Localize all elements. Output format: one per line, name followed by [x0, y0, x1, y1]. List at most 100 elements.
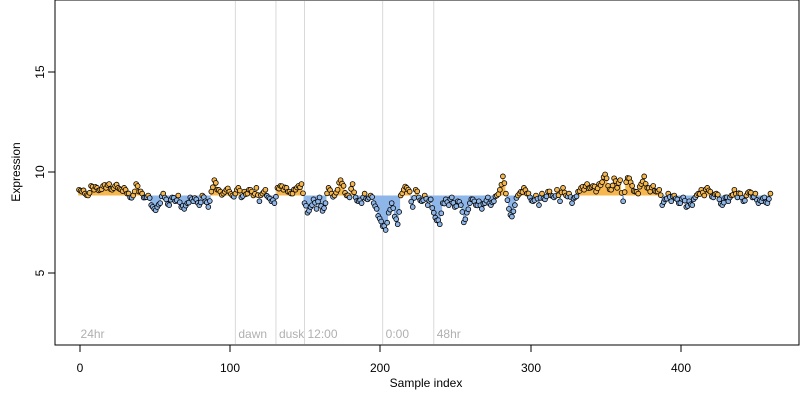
data-point	[554, 186, 560, 193]
data-point	[609, 182, 616, 189]
data-point	[557, 198, 563, 205]
data-point	[382, 227, 389, 233]
data-point	[388, 200, 395, 206]
data-point	[146, 195, 153, 201]
data-point	[657, 192, 664, 198]
data-point	[448, 194, 455, 201]
data-point	[635, 190, 641, 197]
data-point	[166, 202, 173, 208]
data-point	[322, 200, 329, 206]
data-point	[303, 202, 309, 209]
data-point	[394, 221, 401, 228]
data-point	[459, 209, 466, 215]
data-point	[650, 183, 657, 189]
data-point	[378, 218, 384, 225]
data-point	[321, 205, 327, 211]
data-point	[436, 221, 443, 228]
data-point	[465, 206, 472, 213]
data-point	[501, 180, 508, 186]
x-tick-label: 100	[220, 361, 240, 375]
phase-marker-label: 24hr	[81, 327, 105, 341]
data-point	[237, 187, 243, 194]
data-point	[668, 198, 675, 205]
data-point	[393, 216, 399, 222]
data-point	[369, 194, 375, 200]
data-point	[701, 192, 708, 199]
data-points	[76, 171, 774, 233]
data-point	[767, 190, 774, 197]
data-point	[621, 189, 628, 195]
data-point	[86, 190, 93, 196]
data-point	[543, 193, 550, 200]
data-point	[408, 198, 415, 205]
data-point	[603, 175, 610, 182]
data-point	[340, 183, 347, 189]
data-point	[617, 177, 623, 183]
data-point	[273, 193, 279, 200]
data-point	[445, 202, 452, 208]
phase-marker-label: dawn	[238, 327, 267, 341]
phase-marker-label: 48hr	[437, 327, 461, 341]
data-point	[358, 200, 365, 206]
data-point	[175, 192, 182, 199]
data-point	[373, 206, 380, 212]
data-point	[560, 185, 566, 191]
data-point	[256, 198, 263, 205]
phase-marker-labels: 24hr dawn dusk 12:00 0:00 48hr	[81, 327, 461, 341]
data-point	[298, 181, 305, 187]
data-point	[210, 184, 216, 191]
x-tick-label: 400	[671, 361, 691, 375]
x-tick-label: 300	[521, 361, 541, 375]
data-point	[396, 209, 402, 215]
y-axis: 5 10 15	[33, 65, 56, 276]
data-point	[614, 185, 620, 191]
data-point	[512, 202, 518, 208]
data-point	[414, 188, 421, 195]
data-point	[536, 202, 542, 208]
data-point	[427, 196, 434, 203]
data-point	[500, 173, 506, 180]
data-point	[384, 219, 390, 226]
data-point	[506, 206, 512, 212]
data-point	[752, 190, 759, 197]
y-tick-label: 15	[33, 65, 47, 79]
data-point	[766, 196, 772, 202]
data-point	[271, 200, 278, 206]
data-point	[406, 188, 413, 195]
phase-marker-label: 0:00	[386, 327, 410, 341]
data-point	[346, 194, 353, 201]
data-point	[438, 210, 445, 217]
data-point	[509, 213, 515, 220]
data-point	[681, 197, 688, 204]
data-point	[453, 203, 460, 210]
data-point	[213, 180, 219, 186]
data-point	[497, 186, 503, 193]
data-point	[629, 183, 635, 189]
data-point	[409, 204, 416, 210]
data-point	[462, 216, 469, 223]
data-point	[569, 200, 575, 206]
data-point	[748, 189, 754, 196]
data-point	[656, 186, 663, 193]
data-point	[361, 190, 368, 197]
y-axis-title: Expression	[9, 142, 23, 201]
data-point	[573, 193, 580, 200]
data-point	[715, 191, 721, 198]
data-point	[503, 190, 509, 197]
data-point	[510, 208, 517, 215]
data-point	[429, 205, 436, 211]
x-tick-label: 0	[77, 361, 84, 375]
data-point	[334, 186, 341, 193]
data-point	[761, 194, 768, 201]
data-point	[430, 209, 437, 216]
data-point	[742, 197, 748, 204]
data-point	[316, 194, 323, 201]
x-axis-title: Sample index	[390, 376, 463, 390]
data-point	[131, 188, 138, 195]
data-point	[207, 198, 213, 204]
data-point	[197, 199, 204, 206]
data-point	[539, 190, 545, 197]
data-point	[348, 186, 354, 192]
y-tick-label: 5	[33, 269, 47, 276]
